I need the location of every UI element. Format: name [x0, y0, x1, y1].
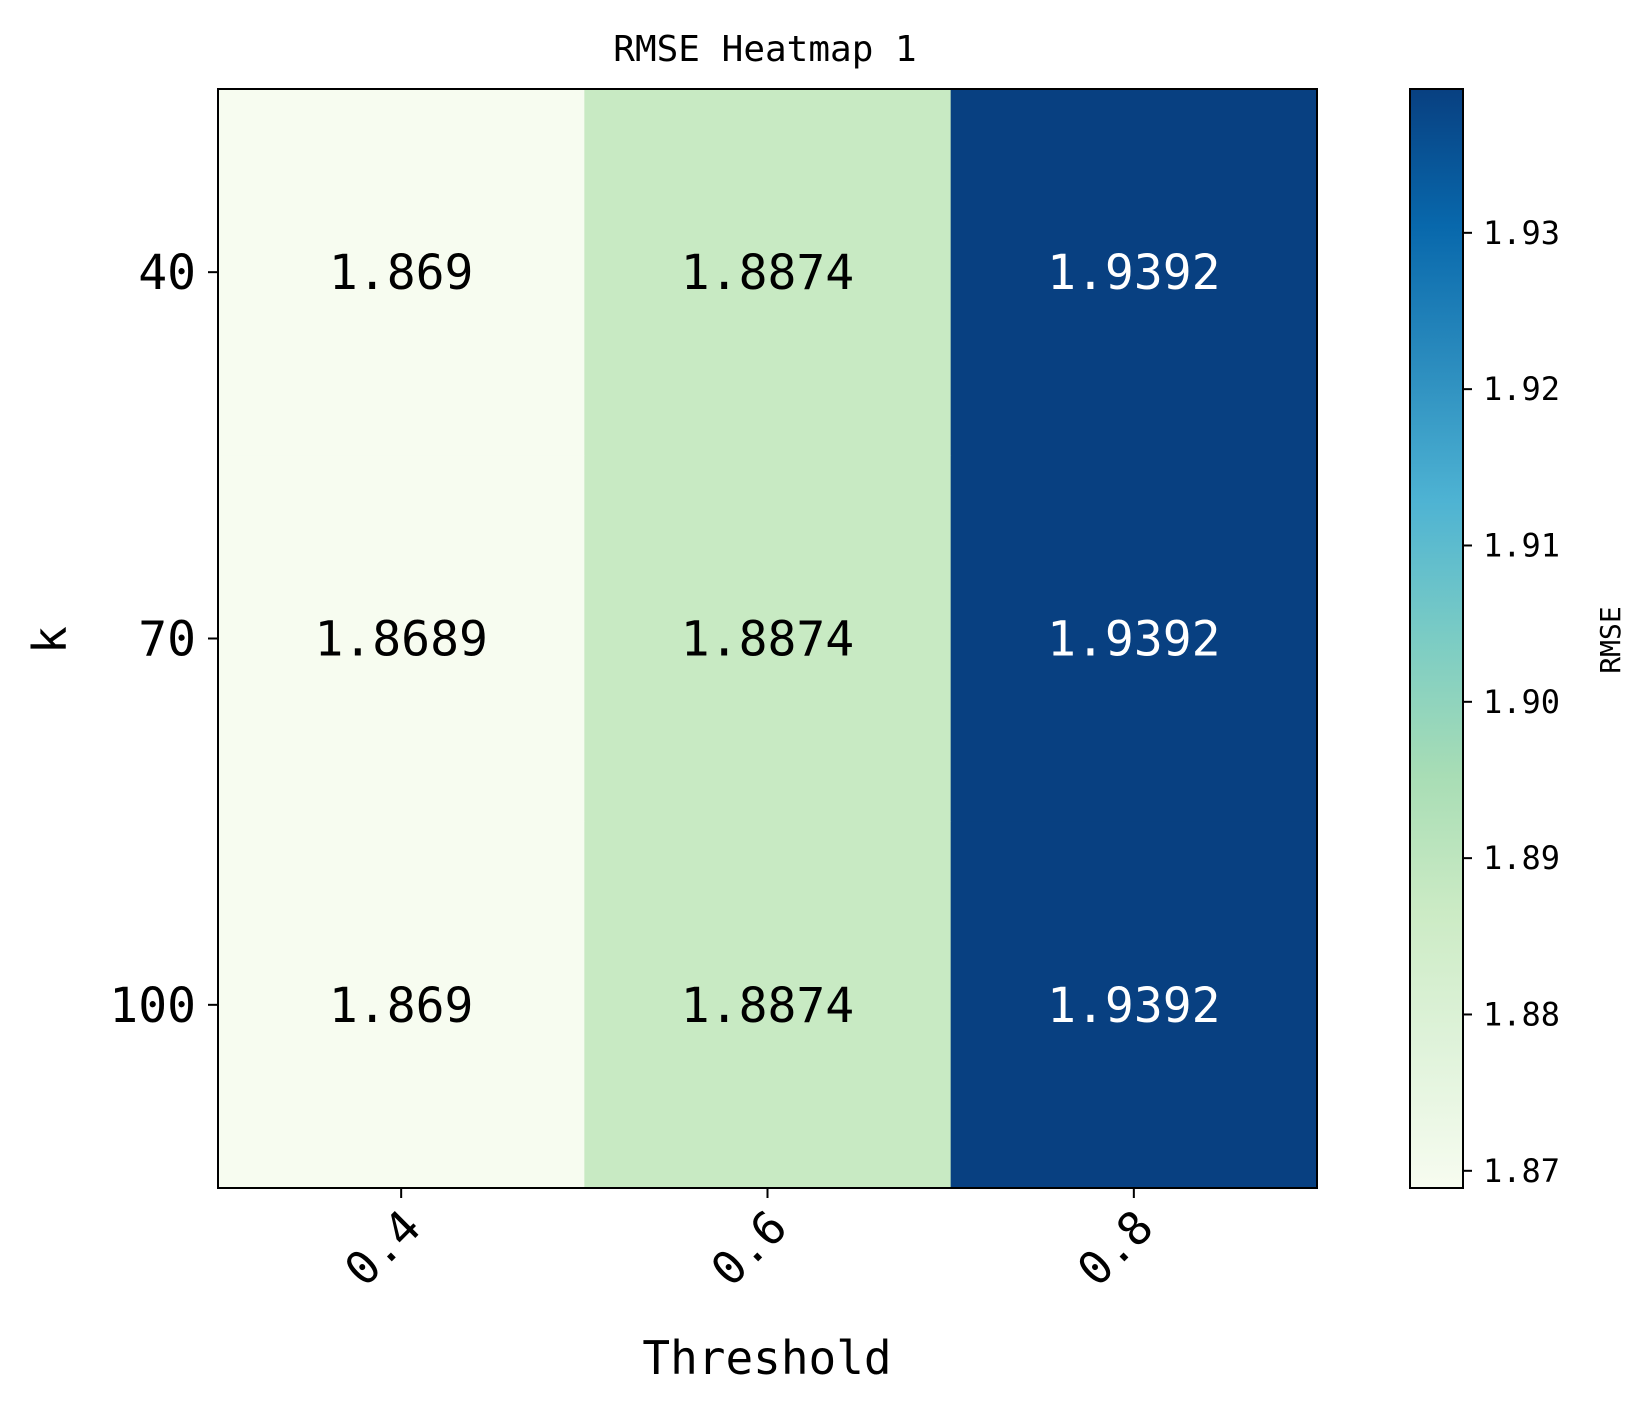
- heatmap-cells: [218, 89, 1318, 1189]
- cell-value-label: 1.869: [329, 978, 474, 1034]
- colorbar-tick-label: 1.91: [1483, 526, 1560, 564]
- y-axis-label: k: [23, 626, 77, 654]
- colorbar-tick-label: 1.90: [1483, 683, 1560, 721]
- heatmap-cell: [218, 89, 585, 456]
- heatmap-cell: [584, 89, 952, 456]
- cell-value-label: 1.8874: [681, 612, 854, 668]
- cell-value-label: 1.8874: [681, 245, 854, 301]
- y-tick-label: 70: [138, 612, 196, 668]
- heatmap-cell: [950, 89, 1318, 456]
- colorbar-tick-label: 1.89: [1483, 839, 1560, 877]
- colorbar-tick-label: 1.87: [1483, 1152, 1560, 1190]
- heatmap-cell: [950, 821, 1318, 1189]
- heatmap-cell: [218, 821, 585, 1189]
- x-tick-label: 0.6: [700, 1200, 797, 1297]
- cell-value-label: 1.8874: [681, 978, 854, 1034]
- heatmap-cell: [584, 821, 952, 1189]
- x-axis-label: Threshold: [642, 1331, 891, 1385]
- x-tick-label: 0.4: [334, 1200, 431, 1297]
- x-tick-label: 0.8: [1067, 1200, 1164, 1297]
- heatmap-cell: [584, 455, 952, 823]
- y-tick-label: 40: [138, 245, 196, 301]
- cell-value-label: 1.869: [329, 245, 474, 301]
- heatmap-cell: [218, 455, 585, 823]
- y-tick-label: 100: [109, 978, 196, 1034]
- colorbar-label: RMSE: [1594, 606, 1627, 673]
- colorbar-tick-label: 1.93: [1483, 214, 1560, 252]
- x-axis-ticks: 0.4 0.6 0.8: [334, 1188, 1164, 1297]
- colorbar: [1409, 88, 1464, 1189]
- colorbar-ticks: 1.87 1.88 1.89 1.90 1.91 1.92 1.93: [1463, 214, 1560, 1190]
- cell-value-label: 1.9392: [1047, 978, 1220, 1034]
- heatmap-cell: [950, 455, 1318, 823]
- chart-title: RMSE Heatmap 1: [613, 29, 916, 70]
- cell-value-label: 1.8689: [314, 612, 487, 668]
- colorbar-tick-label: 1.88: [1483, 995, 1560, 1033]
- y-axis-ticks: 40 70 100: [109, 245, 218, 1034]
- colorbar-tick-label: 1.92: [1483, 370, 1560, 408]
- cell-value-label: 1.9392: [1047, 612, 1220, 668]
- cell-value-label: 1.9392: [1047, 245, 1220, 301]
- heatmap-cell-labels: 1.869 1.8874 1.9392 1.8689 1.8874 1.9392 1.869…: [314, 245, 1220, 1034]
